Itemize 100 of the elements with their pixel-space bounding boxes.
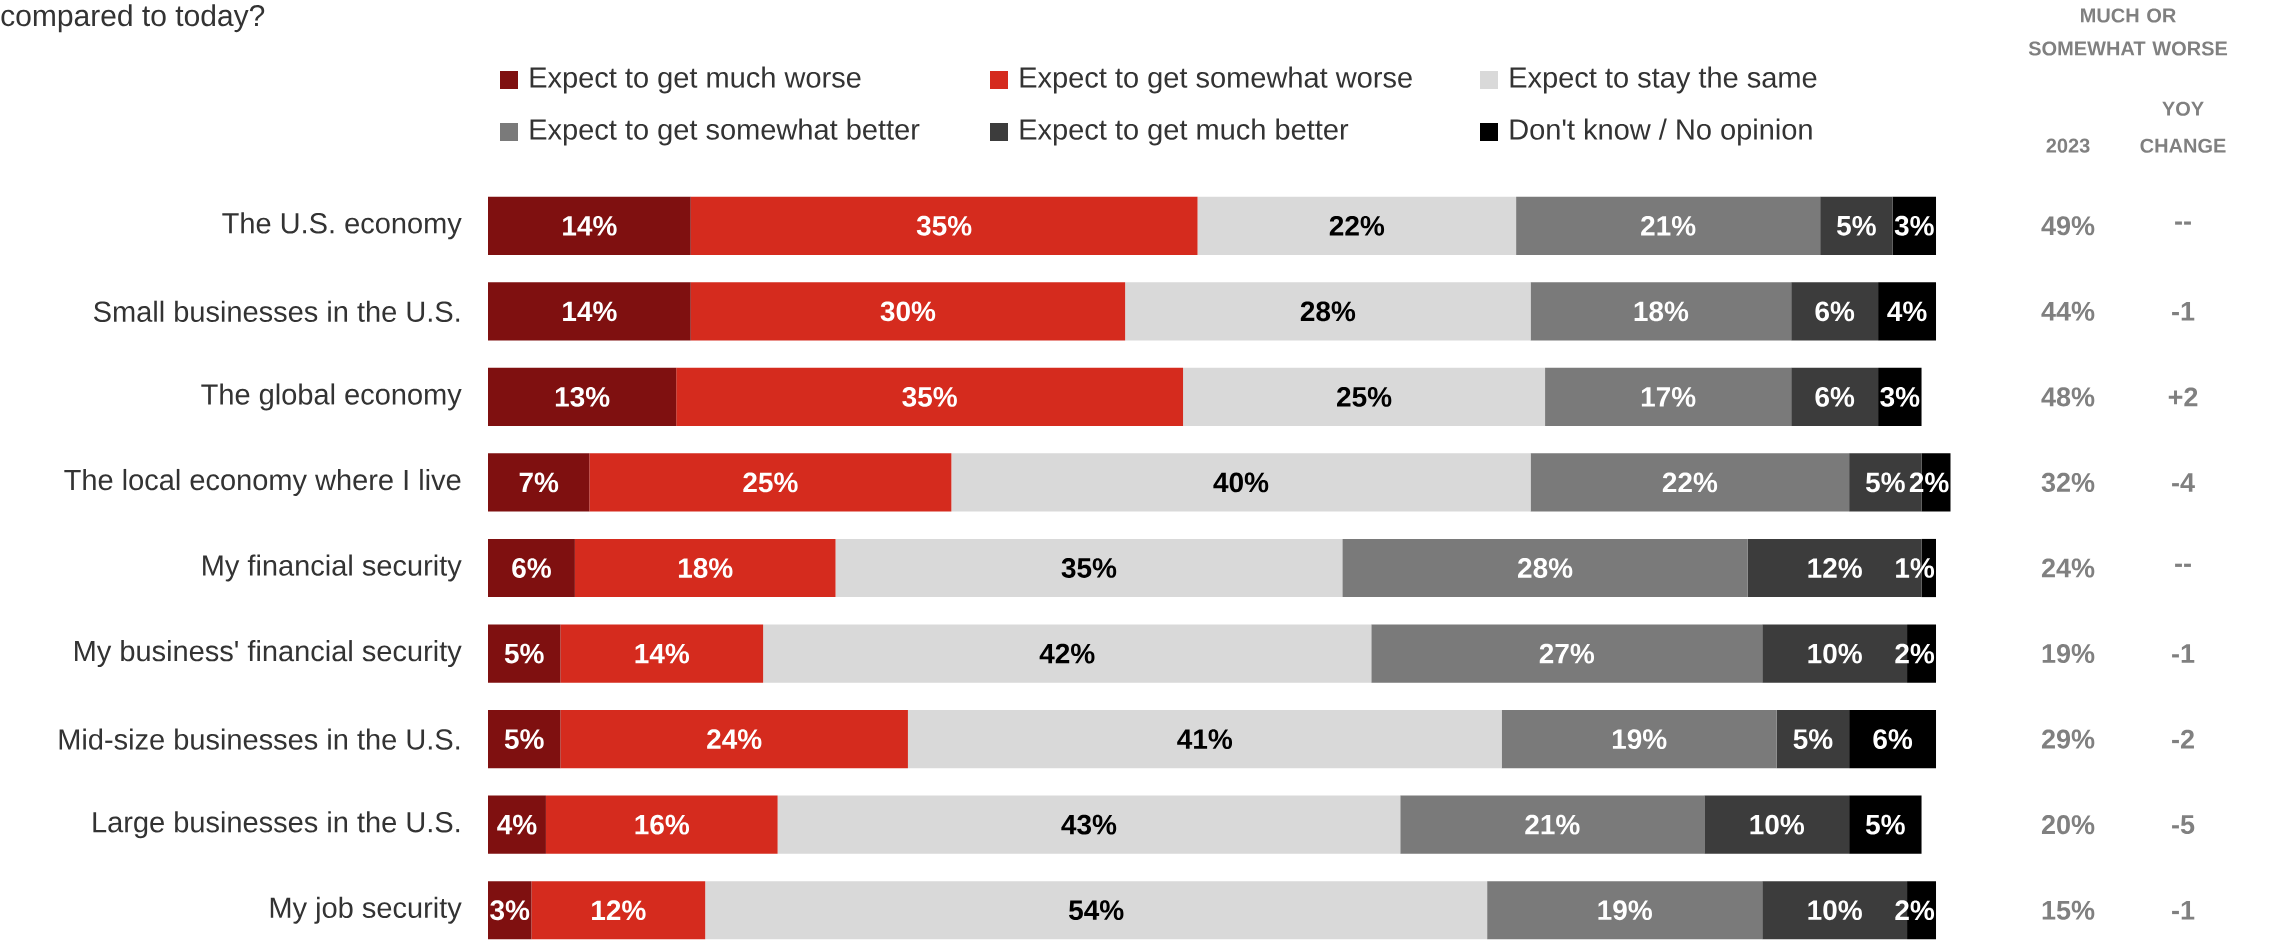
data-label: 7% xyxy=(519,472,559,493)
text: 24% xyxy=(2041,558,2095,578)
data-label: 10% xyxy=(1750,814,1805,835)
text: 44% xyxy=(2041,301,2095,321)
data-label: 12% xyxy=(592,900,646,921)
data-label: 22% xyxy=(1662,472,1718,493)
data-label: 6% xyxy=(1815,301,1855,322)
text: -2 xyxy=(2172,729,2194,749)
category-label: YOY CHANGE xyxy=(2140,101,2226,153)
y-tick-label: Mid-size businesses in the U.S. xyxy=(59,728,460,750)
bar xyxy=(835,538,1343,598)
data-label: 14% xyxy=(563,215,617,236)
bar xyxy=(777,795,1401,854)
bar xyxy=(488,453,590,512)
bar xyxy=(1516,196,1821,255)
data-label: 19% xyxy=(1612,729,1667,750)
data-label: 21% xyxy=(1641,215,1696,236)
data-label: 2% xyxy=(1895,900,1935,921)
data-label: 43% xyxy=(1061,814,1117,835)
text: compared to today? xyxy=(1,4,265,33)
bar xyxy=(488,196,691,255)
legend-label: Expect to get somewhat better xyxy=(530,118,920,146)
bar xyxy=(488,795,546,854)
bar xyxy=(488,282,691,341)
text: +2 xyxy=(2168,387,2198,407)
bar xyxy=(1530,453,1850,512)
category-label: 2023 xyxy=(2046,138,2090,153)
data-label: 22% xyxy=(1329,215,1385,236)
bar xyxy=(589,453,952,512)
bar xyxy=(1183,367,1546,426)
text: 20% xyxy=(2041,815,2095,835)
data-label: 28% xyxy=(1518,558,1573,578)
data-label: 14% xyxy=(635,643,690,664)
data-label: 41% xyxy=(1177,729,1233,749)
bar xyxy=(1820,196,1893,255)
data-label: 25% xyxy=(743,472,798,493)
data-label: 1% xyxy=(1896,558,1935,578)
bar xyxy=(1791,282,1879,341)
data-label: 6% xyxy=(512,558,551,578)
bar xyxy=(488,538,575,598)
text: -1 xyxy=(2172,644,2195,663)
legend-label: Don't know / No opinion xyxy=(1510,118,1812,146)
data-label: 27% xyxy=(1539,643,1595,664)
data-label: 4% xyxy=(1887,301,1927,322)
bar xyxy=(763,624,1372,683)
data-label: 30% xyxy=(880,301,936,322)
bar xyxy=(1400,795,1705,854)
data-label: 25% xyxy=(1337,386,1392,407)
text: -1 xyxy=(2172,900,2195,920)
bar xyxy=(1878,282,1937,341)
data-label: 18% xyxy=(678,558,733,578)
data-label: 18% xyxy=(1634,301,1689,322)
y-tick-label: My financial security xyxy=(203,554,462,582)
bar xyxy=(1791,367,1879,426)
data-label: 4% xyxy=(497,814,537,835)
bar xyxy=(1704,795,1850,854)
bar xyxy=(560,710,908,769)
text: 29% xyxy=(2041,729,2095,749)
data-label: 10% xyxy=(1808,900,1862,921)
data-label: 10% xyxy=(1808,643,1862,664)
y-tick-label: My job security xyxy=(270,896,462,924)
y-tick-label: Small businesses in the U.S. xyxy=(94,300,460,322)
data-label: 2% xyxy=(1895,643,1935,664)
data-label: 54% xyxy=(1069,900,1124,921)
bar xyxy=(1501,710,1777,769)
bar xyxy=(705,881,1488,940)
bar xyxy=(907,710,1502,769)
data-label: 6% xyxy=(1873,729,1913,750)
y-tick-label: The global economy xyxy=(201,383,462,411)
text: 15% xyxy=(2042,900,2095,920)
text: -4 xyxy=(2172,473,2195,492)
data-label: 35% xyxy=(916,215,972,236)
y-tick-label: Large businesses in the U.S. xyxy=(93,811,460,839)
data-label: 5% xyxy=(1837,215,1876,236)
data-label: 3% xyxy=(1894,215,1934,236)
data-label: 42% xyxy=(1039,643,1095,664)
bar xyxy=(690,196,1198,255)
text: 19% xyxy=(2042,644,2095,664)
bar xyxy=(1487,881,1763,940)
data-label: 40% xyxy=(1213,472,1269,493)
bar xyxy=(488,624,561,683)
text: 32% xyxy=(2041,472,2095,493)
y-tick-label: The U.S. economy xyxy=(222,212,462,240)
text: -- xyxy=(2175,221,2191,225)
bar xyxy=(488,367,677,426)
data-label: 5% xyxy=(1865,814,1905,835)
data-label: 5% xyxy=(504,643,544,664)
data-label: 16% xyxy=(635,814,690,835)
bar xyxy=(1371,624,1763,683)
data-label: 3% xyxy=(1880,386,1920,407)
data-label: 13% xyxy=(555,386,610,407)
data-label: 24% xyxy=(707,729,762,749)
bar xyxy=(488,710,561,769)
data-label: 2% xyxy=(1909,472,1949,493)
data-label: 12% xyxy=(1808,558,1862,578)
bar xyxy=(1342,538,1748,598)
data-label: 35% xyxy=(902,386,957,407)
data-label: 5% xyxy=(504,729,544,749)
data-label: 5% xyxy=(1793,729,1833,749)
bar xyxy=(1197,196,1517,255)
